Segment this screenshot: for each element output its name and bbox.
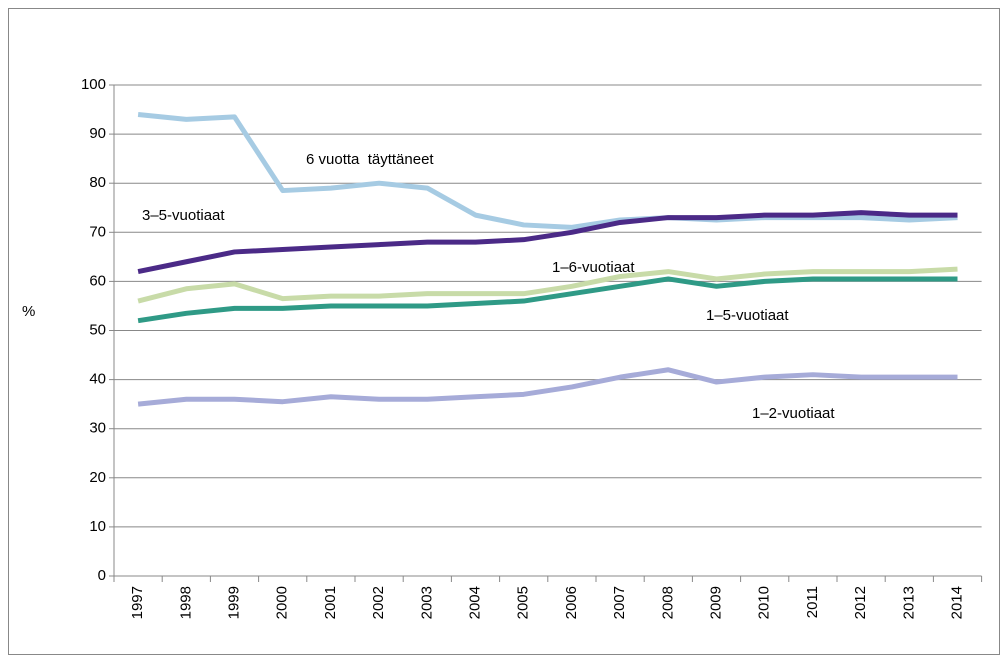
x-tick-label: 1998 xyxy=(177,586,194,619)
y-tick-label: 100 xyxy=(81,76,106,93)
x-tick-label: 2008 xyxy=(659,586,676,619)
x-tick-label: 2003 xyxy=(418,586,435,619)
series-line xyxy=(137,111,958,230)
x-tick-label: 2002 xyxy=(370,586,387,619)
y-tick-label: 30 xyxy=(89,420,106,437)
series-label: 3–5-vuotiaat xyxy=(142,207,225,224)
series-label: 1–2-vuotiaat xyxy=(752,405,835,422)
y-tick-label: 90 xyxy=(89,125,106,142)
x-tick-label: 2011 xyxy=(804,586,821,618)
x-tick-label: 2009 xyxy=(707,586,724,619)
series-line xyxy=(137,276,958,324)
y-tick-label: 0 xyxy=(98,567,106,584)
x-tick-label: 2004 xyxy=(466,586,483,619)
chart-border xyxy=(8,8,1000,655)
series-line xyxy=(137,210,958,275)
series-label: 1–5-vuotiaat xyxy=(706,307,789,324)
x-tick-label: 2014 xyxy=(948,586,965,619)
y-tick-label: 20 xyxy=(89,469,106,486)
x-tick-label: 2007 xyxy=(611,586,628,619)
x-tick-label: 2012 xyxy=(852,586,869,619)
series-label: 6 vuotta täyttäneet xyxy=(306,151,434,168)
y-tick-label: 40 xyxy=(89,371,106,388)
x-tick-label: 2010 xyxy=(756,586,773,619)
y-tick-label: 70 xyxy=(89,223,106,240)
series-line xyxy=(137,367,958,407)
series-label: 1–6-vuotiaat xyxy=(552,259,635,276)
x-tick-label: 1997 xyxy=(129,586,146,619)
x-tick-label: 2005 xyxy=(515,586,532,619)
y-tick-label: 60 xyxy=(89,272,106,289)
x-tick-label: 2000 xyxy=(274,586,291,619)
y-axis-label: % xyxy=(22,303,35,320)
x-tick-label: 1999 xyxy=(225,586,242,619)
series-line xyxy=(137,266,958,304)
x-tick-label: 2006 xyxy=(563,586,580,619)
y-tick-label: 50 xyxy=(89,321,106,338)
x-tick-label: 2001 xyxy=(322,586,339,619)
x-tick-label: 2013 xyxy=(900,586,917,619)
y-tick-label: 10 xyxy=(89,518,106,535)
y-tick-label: 80 xyxy=(89,174,106,191)
